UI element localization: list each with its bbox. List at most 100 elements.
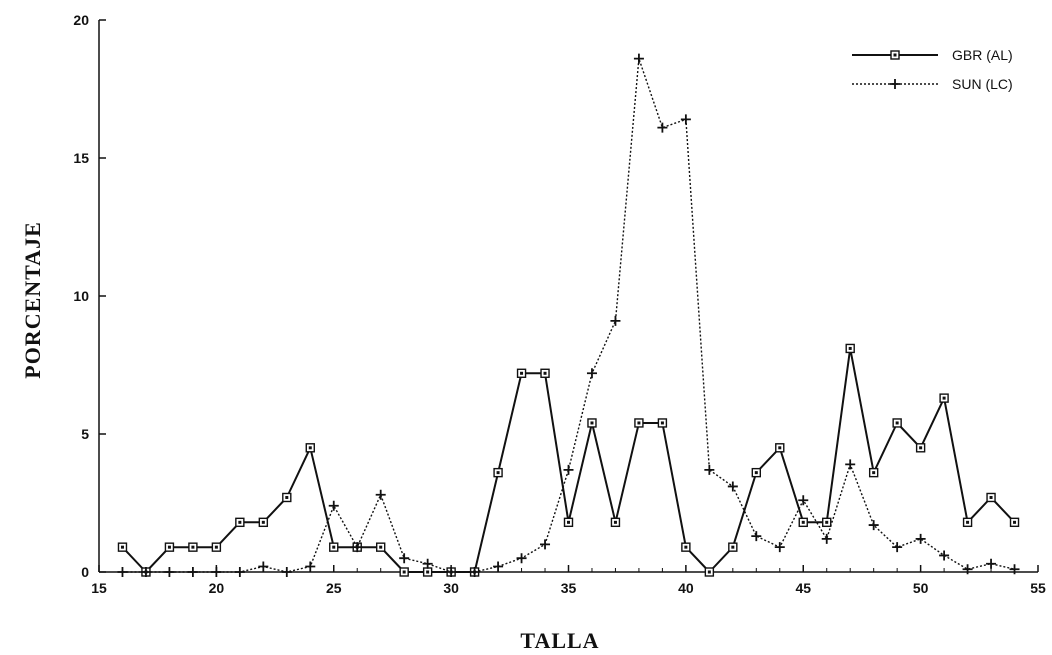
data-point xyxy=(164,542,175,552)
data-point xyxy=(328,500,339,511)
data-point xyxy=(586,368,597,379)
marker-square-dot xyxy=(637,421,641,425)
x-tick-label: 40 xyxy=(678,580,694,596)
axes xyxy=(98,20,1038,573)
data-point xyxy=(845,459,856,470)
marker-square-dot xyxy=(567,520,570,524)
data-point xyxy=(235,517,245,528)
marker-square-dot xyxy=(332,545,336,549)
legend-marker xyxy=(890,79,900,89)
marker-square-dot xyxy=(684,545,688,549)
x-tick-label: 15 xyxy=(91,580,107,596)
data-point xyxy=(774,542,785,553)
data-point xyxy=(962,517,973,528)
data-point xyxy=(775,443,785,453)
marker-square-dot xyxy=(1013,520,1017,524)
data-point xyxy=(798,495,809,506)
data-point xyxy=(352,542,363,553)
marker-square-dot xyxy=(214,545,218,549)
data-point xyxy=(399,567,409,577)
marker-square-dot xyxy=(895,421,899,425)
data-point xyxy=(516,553,527,564)
legend-marker xyxy=(890,50,900,60)
data-point xyxy=(939,393,949,403)
data-point xyxy=(211,567,222,577)
data-point xyxy=(493,467,503,478)
marker-square-dot xyxy=(919,446,923,450)
marker-square-dot xyxy=(191,545,195,549)
data-point xyxy=(1009,517,1020,528)
marker-square-dot xyxy=(308,446,312,450)
data-point xyxy=(376,542,386,552)
data-point xyxy=(540,539,551,550)
data-point xyxy=(140,567,151,577)
data-point xyxy=(117,542,128,552)
data-point xyxy=(915,533,926,544)
plot-area xyxy=(117,53,1020,577)
marker-square-dot xyxy=(261,520,265,524)
data-point xyxy=(234,567,245,577)
data-point xyxy=(329,542,339,552)
data-point xyxy=(211,542,222,552)
data-point xyxy=(563,517,574,528)
data-point xyxy=(868,520,879,531)
data-point xyxy=(962,564,973,575)
data-point xyxy=(939,550,950,561)
data-point xyxy=(610,517,621,528)
y-axis-title: PORCENTAJE xyxy=(20,221,45,379)
x-tick-label: 30 xyxy=(443,580,459,596)
data-point xyxy=(892,542,903,553)
data-point xyxy=(399,553,410,564)
data-point xyxy=(868,467,879,478)
series-gbr-al xyxy=(117,343,1020,577)
marker-square-dot xyxy=(707,570,711,574)
data-point xyxy=(751,467,761,478)
data-point xyxy=(892,418,902,428)
data-point xyxy=(305,443,315,453)
marker-square-dot xyxy=(120,545,124,549)
data-point xyxy=(681,542,691,552)
marker-square-dot xyxy=(893,53,897,57)
data-point xyxy=(751,531,762,542)
marker-square-dot xyxy=(778,446,782,450)
data-point xyxy=(446,567,457,577)
marker-square-dot xyxy=(590,421,594,425)
x-tick-label: 25 xyxy=(326,580,342,596)
ticks: 15 20 25 30 35 40 45 50 55 0 5 10 15 20 xyxy=(73,12,1046,596)
data-point xyxy=(704,464,715,475)
marker-square-dot xyxy=(942,396,946,400)
data-point xyxy=(680,114,691,125)
data-point xyxy=(822,517,832,528)
data-point xyxy=(1009,564,1020,575)
data-point xyxy=(634,418,644,428)
data-point xyxy=(915,443,926,453)
series-line xyxy=(122,57,1015,573)
marker-square-dot xyxy=(801,520,805,524)
marker-square-dot xyxy=(660,421,664,425)
marker-square-dot xyxy=(426,570,430,574)
data-point xyxy=(258,561,269,572)
x-tick-label: 45 xyxy=(795,580,811,596)
data-point xyxy=(422,558,433,569)
legend-label: GBR (AL) xyxy=(952,47,1013,63)
marker-square-dot xyxy=(520,371,524,375)
data-point xyxy=(610,315,621,326)
data-point xyxy=(493,561,504,572)
data-point xyxy=(516,368,527,378)
data-point xyxy=(821,533,832,544)
data-point xyxy=(188,542,198,552)
data-point xyxy=(540,368,550,378)
marker-square-dot xyxy=(989,495,993,499)
y-tick-label: 20 xyxy=(73,12,89,28)
data-point xyxy=(657,122,668,133)
y-tick-label: 0 xyxy=(81,564,89,580)
marker-square-dot xyxy=(848,346,852,350)
marker-square-dot xyxy=(379,545,383,549)
marker-square-dot xyxy=(731,545,735,549)
data-point xyxy=(469,567,480,577)
y-tick-label: 5 xyxy=(81,426,89,442)
data-point xyxy=(986,492,996,503)
marker-square-dot xyxy=(543,371,547,375)
marker-square-dot xyxy=(496,471,500,475)
